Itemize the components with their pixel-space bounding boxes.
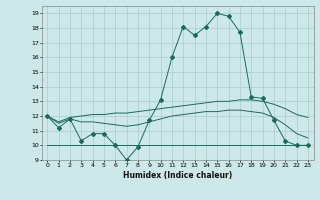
- X-axis label: Humidex (Indice chaleur): Humidex (Indice chaleur): [123, 171, 232, 180]
